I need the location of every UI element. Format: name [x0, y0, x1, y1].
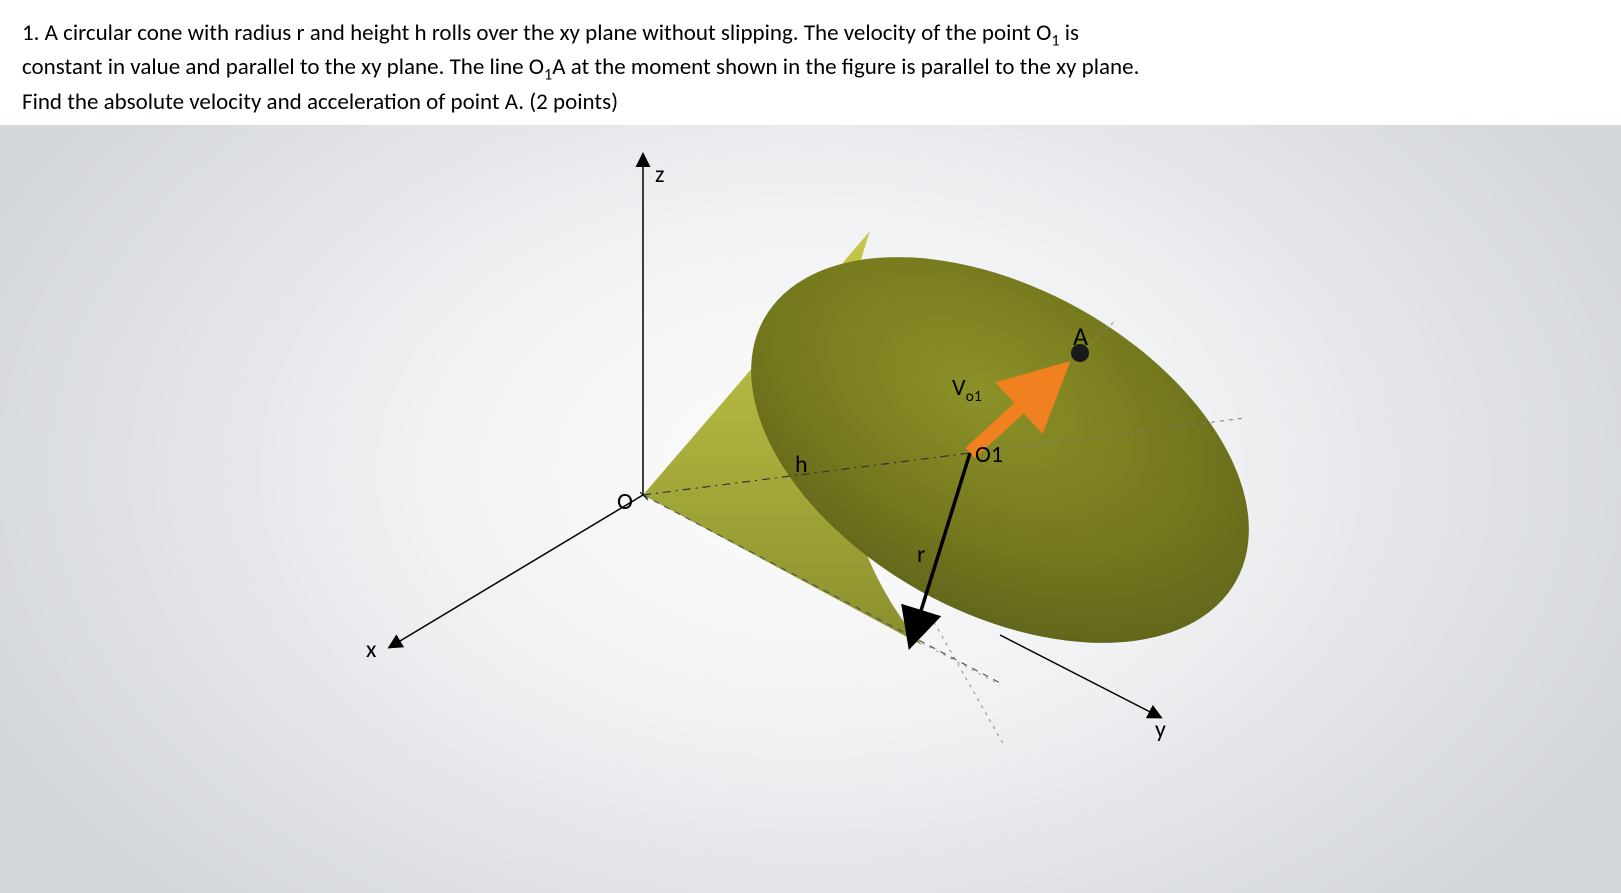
- diagram-svg: [0, 125, 1621, 893]
- problem-text-1b: is: [1060, 19, 1079, 47]
- label-y: y: [1155, 715, 1166, 744]
- x-axis: [390, 495, 643, 647]
- contact-line-extend: [922, 643, 1000, 685]
- problem-text-1a: A circular cone with radius r and height…: [45, 19, 1052, 47]
- problem-sub2: 1: [544, 66, 552, 85]
- problem-sub1: 1: [1051, 32, 1059, 51]
- label-o1: O1: [975, 440, 1003, 469]
- label-vo1: Vo1: [952, 373, 982, 406]
- base-bottom-dash: [930, 615, 1005, 747]
- label-origin: O: [617, 487, 633, 516]
- problem-text-2a: constant in value and parallel to the xy…: [22, 53, 544, 81]
- label-h: h: [795, 450, 808, 479]
- label-x: x: [366, 635, 376, 664]
- label-z: z: [655, 160, 664, 189]
- label-vo1-base: V: [952, 373, 966, 402]
- label-vo1-sub: o1: [966, 387, 982, 406]
- problem-number: 1.: [22, 19, 39, 47]
- problem-text-3: Find the absolute velocity and accelerat…: [22, 88, 618, 116]
- y-axis: [1000, 635, 1160, 717]
- problem-statement: 1. A circular cone with radius r and hei…: [22, 18, 1599, 118]
- label-r: r: [917, 540, 925, 569]
- problem-text-2b: A at the moment shown in the figure is p…: [552, 53, 1139, 81]
- label-a: A: [1073, 320, 1088, 352]
- figure-container: z x y O h O1 r A Vo1: [0, 125, 1621, 893]
